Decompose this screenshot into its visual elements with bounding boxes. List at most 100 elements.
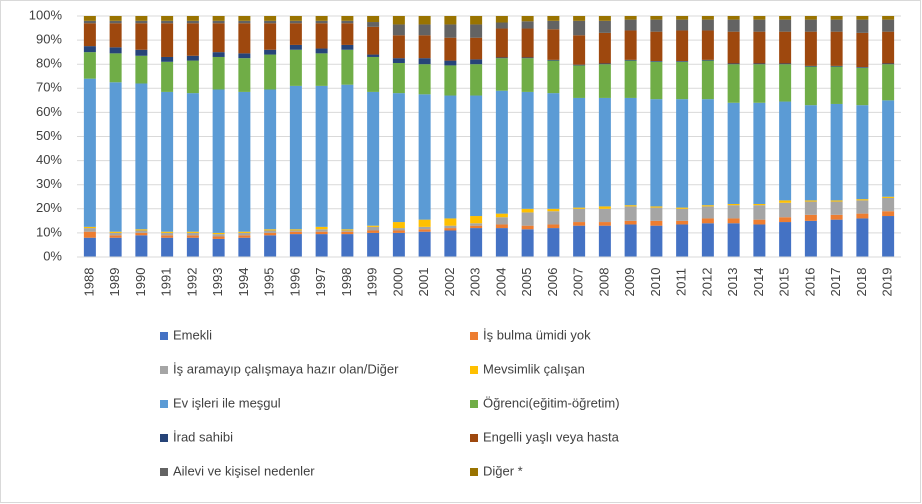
bar-segment — [161, 20, 174, 24]
bar-segment — [521, 212, 534, 226]
bar-segment — [135, 49, 148, 56]
bar-segment — [135, 230, 148, 233]
bar-segment — [701, 223, 714, 257]
bar-segment — [289, 49, 302, 86]
bar-segment — [727, 205, 740, 219]
bar-segment — [135, 16, 148, 21]
bar-segment — [444, 218, 457, 226]
bar-segment — [238, 235, 251, 238]
bar-segment — [856, 32, 869, 68]
bar-segment — [547, 16, 560, 21]
bar-segment — [470, 225, 483, 229]
bar-segment — [779, 64, 792, 102]
bar-segment — [444, 230, 457, 257]
bar-segment — [624, 220, 637, 225]
bar-segment — [212, 89, 225, 233]
bar-segment — [830, 219, 843, 257]
bar-segment — [186, 232, 199, 236]
bar-segment — [598, 206, 611, 209]
bar-segment — [289, 85, 302, 230]
bar-segment — [753, 205, 766, 220]
bar-segment — [83, 20, 96, 24]
bar-segment — [495, 22, 508, 29]
bar-segment — [186, 23, 199, 56]
bar-segment — [289, 16, 302, 21]
bar-segment — [598, 63, 611, 65]
bar-segment — [804, 66, 817, 106]
bar-segment — [547, 211, 560, 225]
bar-segment — [650, 31, 663, 62]
bar-segment — [109, 47, 122, 54]
x-tick-label: 2015 — [777, 268, 792, 297]
bar-segment — [856, 213, 869, 219]
bar-segment — [444, 65, 457, 96]
bar-segment — [186, 93, 199, 232]
bar-segment — [315, 16, 328, 21]
bar-segment — [650, 220, 663, 226]
bar-segment — [109, 16, 122, 21]
x-tick-label: 2014 — [751, 268, 766, 297]
bar-segment — [212, 52, 225, 57]
legend-swatch — [470, 400, 478, 408]
bar-segment — [212, 20, 225, 24]
bar-segment — [418, 24, 431, 36]
bar-segment — [830, 19, 843, 32]
bar-segment — [418, 16, 431, 25]
bar-segment — [470, 216, 483, 224]
bar-segment — [470, 24, 483, 38]
x-tick-label: 1996 — [287, 268, 302, 297]
bar-segment — [186, 55, 199, 61]
y-tick-label: 0% — [43, 248, 62, 263]
bar-segment — [547, 208, 560, 212]
x-tick-label: 2008 — [596, 268, 611, 297]
legend-label: Ev işleri ile meşgul — [173, 395, 281, 410]
bar-segment — [341, 230, 354, 232]
legend-swatch — [470, 434, 478, 442]
bar-segment — [109, 53, 122, 83]
x-tick-label: 1998 — [339, 268, 354, 297]
bar-segment — [367, 226, 380, 231]
bar-segment — [186, 16, 199, 21]
bar-segment — [830, 16, 843, 20]
bar-segment — [779, 200, 792, 203]
bar-segment — [753, 63, 766, 65]
bar-segment — [238, 232, 251, 236]
bar-segment — [676, 19, 689, 31]
x-tick-label: 2005 — [519, 268, 534, 297]
bar-segment — [418, 219, 431, 227]
bar-segment — [341, 20, 354, 24]
bar-segment — [495, 57, 508, 59]
bar-segment — [444, 225, 457, 229]
bar-segment — [676, 61, 689, 62]
bar-segment — [598, 208, 611, 223]
bar-segment — [650, 61, 663, 62]
bar-segment — [830, 214, 843, 220]
bar-segment — [264, 235, 277, 257]
bar-segment — [573, 97, 586, 208]
bar-segment — [727, 218, 740, 224]
bar-segment — [830, 31, 843, 66]
bar-segment — [521, 229, 534, 257]
bar-segment — [624, 19, 637, 31]
x-tick-label: 2004 — [493, 268, 508, 297]
bar-segment — [444, 24, 457, 38]
x-tick-label: 2011 — [674, 268, 689, 296]
legend-swatch — [470, 366, 478, 374]
bar-segment — [779, 31, 792, 64]
bar-segment — [186, 60, 199, 94]
bar-segment — [264, 16, 277, 21]
bar-segment — [573, 225, 586, 257]
bar-segment — [135, 83, 148, 230]
bar-segment — [341, 234, 354, 257]
bar-segment — [495, 224, 508, 229]
bar-segment — [264, 229, 277, 231]
bar-segment — [676, 208, 689, 221]
bar-segment — [392, 24, 405, 36]
bar-segment — [856, 200, 869, 214]
bar-segment — [676, 99, 689, 208]
bar-segment — [367, 22, 380, 27]
bar-segment — [521, 57, 534, 59]
x-tick-label: 2010 — [648, 268, 663, 297]
bar-segment — [289, 44, 302, 50]
